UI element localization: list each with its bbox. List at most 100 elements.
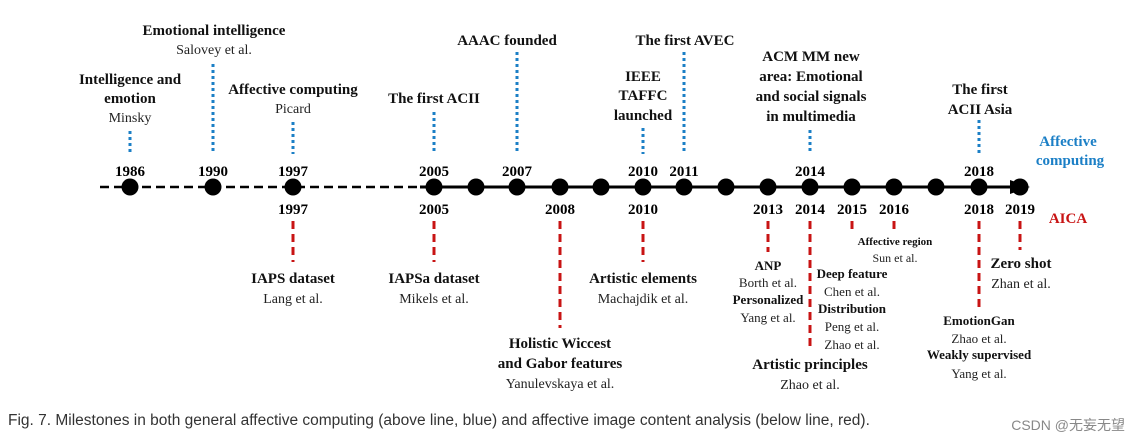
event-deep-feature: Deep feature Chen et al. — [817, 266, 888, 299]
bottom-connectors — [291, 221, 1022, 350]
top-series-label: Affective computing — [1036, 134, 1105, 169]
top-year: 2007 — [502, 164, 533, 180]
bottom-year: 2013 — [753, 202, 783, 218]
figure-caption: Fig. 7. Milestones in both general affec… — [8, 412, 870, 429]
event-zero-shot: Zero shot Zhan et al. — [991, 256, 1052, 292]
event-acm-mm: ACM MM new area: Emotional and social si… — [756, 49, 867, 125]
timeline-dot — [843, 178, 861, 196]
timeline-dot — [425, 178, 443, 196]
event-author: Zhao et al. — [951, 331, 1006, 346]
event-title: IEEE — [625, 69, 661, 85]
timeline-dot — [675, 178, 693, 196]
event-title: ACM MM new — [762, 49, 860, 65]
bottom-year: 2015 — [837, 202, 867, 218]
event-title: IAPSa dataset — [388, 271, 479, 287]
bottom-year: 2010 — [628, 202, 658, 218]
watermark: CSDN @无妄无望 — [1011, 417, 1125, 433]
event-weakly-supervised: Weakly supervised Yang et al. — [927, 347, 1032, 381]
event-author: Mikels et al. — [399, 292, 469, 307]
timeline-dot — [759, 178, 777, 196]
top-year-labels: 1986 1990 1997 2005 2007 2010 2011 2014 … — [115, 164, 994, 180]
event-title: and social signals — [756, 89, 867, 105]
top-connectors — [128, 52, 981, 154]
bottom-year: 2019 — [1005, 202, 1035, 218]
timeline-dot — [121, 178, 139, 196]
top-year: 1990 — [198, 164, 228, 180]
event-title: Deep feature — [817, 266, 888, 281]
event-author: Machajdik et al. — [598, 292, 689, 307]
timeline-dot — [634, 178, 652, 196]
event-author: Lang et al. — [263, 292, 322, 307]
top-year: 2014 — [795, 164, 826, 180]
event-author: Yang et al. — [740, 310, 795, 325]
event-author: Peng et al. — [825, 319, 880, 334]
event-title: Artistic elements — [589, 271, 697, 287]
event-title: Distribution — [818, 301, 887, 316]
event-artistic-elements: Artistic elements Machajdik et al. — [589, 271, 697, 307]
timeline-dot — [885, 178, 903, 196]
timeline-dot — [551, 178, 569, 196]
series-labels: Affective computing AICA — [1036, 134, 1105, 227]
event-title: TAFFC — [619, 88, 668, 104]
event-author: Borth et al. — [739, 275, 797, 290]
event-title: Holistic Wiccest — [509, 336, 611, 352]
event-author: Minsky — [109, 111, 152, 126]
bottom-year-labels: 1997 2005 2008 2010 2013 2014 2015 2016 … — [278, 202, 1035, 218]
event-first-acii: The first ACII — [388, 91, 480, 107]
event-title: IAPS dataset — [251, 271, 335, 287]
event-distribution: Distribution Peng et al. Zhao et al. — [818, 301, 887, 352]
event-title: The first — [952, 82, 1007, 98]
top-year: 2005 — [419, 164, 449, 180]
event-title: Personalized — [733, 292, 805, 307]
event-author: Picard — [275, 102, 311, 117]
event-title: emotion — [104, 91, 156, 107]
event-salovey: Emotional intelligence Salovey et al. — [143, 23, 286, 58]
event-title: and Gabor features — [498, 356, 623, 372]
event-emotiongan: EmotionGan Zhao et al. — [943, 313, 1015, 346]
event-artistic-principles: Artistic principles Zhao et al. — [752, 357, 868, 393]
bottom-events: IAPS dataset Lang et al. IAPSa dataset M… — [251, 236, 1051, 393]
event-title: ACII Asia — [948, 102, 1013, 118]
top-events: Intelligence and emotion Minsky Emotiona… — [79, 23, 1013, 126]
event-minsky: Intelligence and emotion Minsky — [79, 72, 182, 126]
timeline-dot — [717, 178, 735, 196]
top-year: 2018 — [964, 164, 994, 180]
event-title: Emotional intelligence — [143, 23, 286, 39]
bottom-year: 2018 — [964, 202, 994, 218]
event-author: Salovey et al. — [176, 43, 252, 58]
bottom-year: 1997 — [278, 202, 309, 218]
timeline-dot — [204, 178, 222, 196]
timeline-dot — [467, 178, 485, 196]
top-year: 2010 — [628, 164, 658, 180]
bottom-year: 2014 — [795, 202, 826, 218]
event-title: Affective region — [858, 236, 933, 248]
top-year: 1986 — [115, 164, 146, 180]
bottom-year: 2008 — [545, 202, 575, 218]
bottom-year: 2005 — [419, 202, 449, 218]
event-title: EmotionGan — [943, 313, 1015, 328]
event-author: Zhao et al. — [824, 337, 879, 352]
top-year: 2011 — [669, 164, 698, 180]
top-year: 1997 — [278, 164, 309, 180]
event-affective-region: Affective region Sun et al. — [858, 236, 933, 265]
event-title: Zero shot — [991, 256, 1052, 272]
event-personalized: Personalized Yang et al. — [733, 292, 805, 325]
event-title: area: Emotional — [759, 69, 862, 85]
event-title: launched — [614, 108, 673, 124]
event-aaac: AAAC founded — [457, 33, 557, 49]
timeline-dot — [927, 178, 945, 196]
timeline-dot — [1011, 178, 1029, 196]
event-author: Chen et al. — [824, 284, 880, 299]
timeline-dot — [508, 178, 526, 196]
event-title: Intelligence and — [79, 72, 182, 88]
timeline-dot — [801, 178, 819, 196]
event-author: Yanulevskaya et al. — [506, 377, 615, 392]
event-author: Zhao et al. — [780, 378, 839, 393]
event-title: The first ACII — [388, 91, 480, 107]
event-wiccest: Holistic Wiccest and Gabor features Yanu… — [498, 336, 623, 392]
event-title: ANP — [755, 258, 782, 273]
event-first-avec: The first AVEC — [636, 33, 735, 49]
event-author: Sun et al. — [873, 251, 918, 265]
timeline-dots — [121, 178, 1029, 196]
